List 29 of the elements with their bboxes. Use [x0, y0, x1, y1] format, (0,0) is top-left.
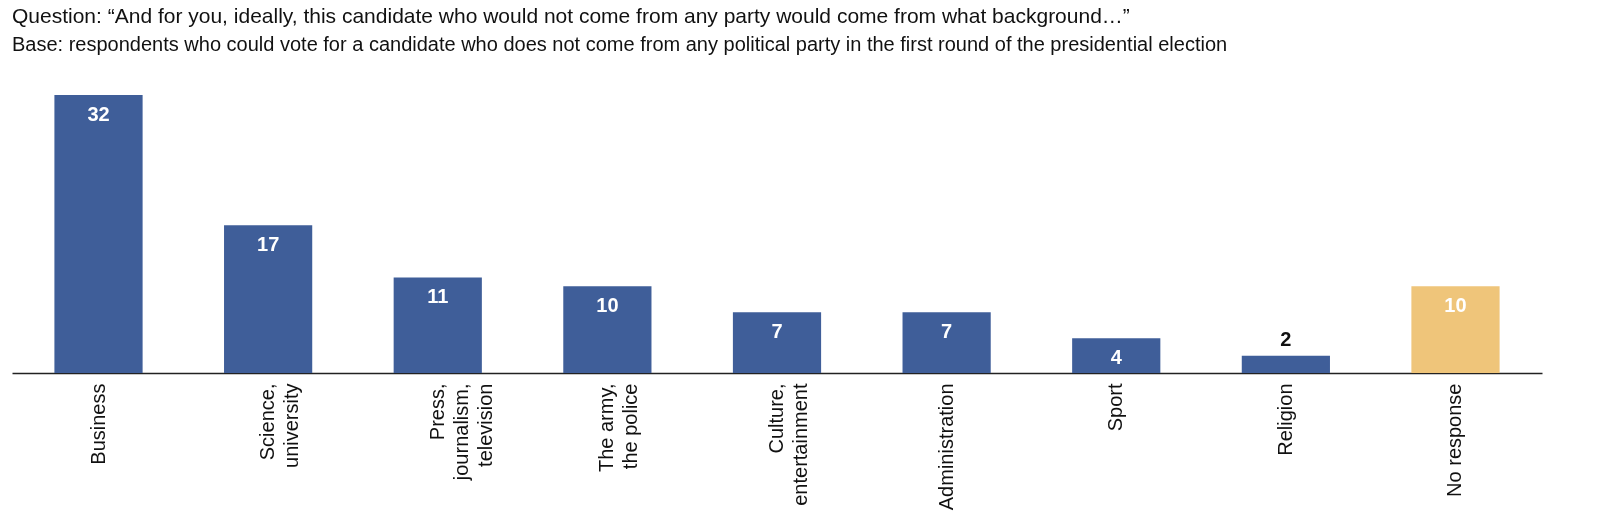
x-tick-label: Science, university [256, 383, 303, 468]
bar [224, 225, 313, 373]
bar [1241, 355, 1330, 373]
data-label: 10 [1444, 294, 1467, 317]
x-tick-label: Business [86, 383, 109, 465]
bar [902, 312, 991, 373]
bar [563, 286, 652, 373]
data-label: 7 [771, 320, 783, 343]
data-label: 32 [87, 103, 110, 125]
bar [1411, 286, 1500, 373]
data-label: 17 [257, 233, 280, 256]
chart-subtitle: Base: respondents who could vote for a candidate who does not come from any political party in the first round of the presidential election [12, 33, 1228, 55]
x-tick-label: Culture, entertainment [765, 383, 811, 506]
bar [732, 312, 822, 373]
data-label: 4 [1110, 346, 1123, 369]
data-label: 7 [941, 320, 953, 343]
data-label: 11 [427, 285, 449, 308]
x-tick-label: No response [1443, 383, 1466, 497]
x-tick-label: Press, journalism, television [425, 383, 496, 482]
x-tick-label: The army, the police [595, 383, 642, 473]
bar [393, 277, 482, 373]
x-tick-label: Administration [934, 383, 957, 511]
data-label: 2 [1280, 327, 1292, 350]
data-label: 10 [596, 294, 619, 317]
bar [1072, 338, 1161, 373]
bar [54, 95, 143, 373]
x-tick-label: Sport [1104, 383, 1127, 432]
chart-title: Question: “And for you, ideally, this candidate who would not come from any party would come from what background…” [12, 4, 1130, 27]
x-tick-label: Religion [1273, 383, 1296, 456]
